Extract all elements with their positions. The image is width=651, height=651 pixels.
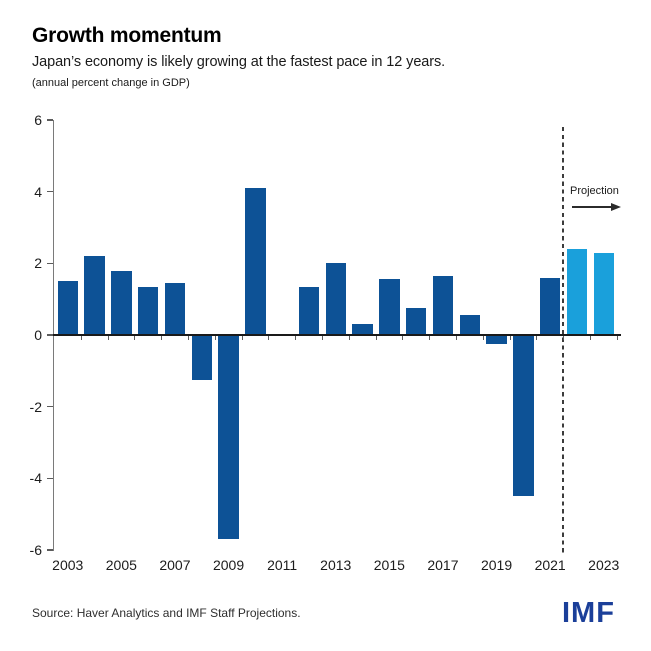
x-tick (536, 335, 538, 341)
bar-2020 (513, 335, 534, 497)
bar-2013 (325, 263, 346, 335)
chart-title: Growth momentum (32, 24, 222, 47)
arrow-shaft (572, 206, 612, 208)
x-tick-label-2009: 2009 (212, 557, 245, 573)
arrow-head (611, 202, 621, 211)
bar-2017 (432, 275, 454, 335)
y-tick (47, 119, 53, 121)
x-tick-label-2017: 2017 (427, 557, 459, 573)
projection-divider-line (562, 127, 564, 553)
bar-2006 (137, 286, 159, 335)
x-tick-label-2013: 2013 (320, 557, 352, 573)
y-tick (47, 477, 53, 479)
x-tick-label-2021: 2021 (534, 557, 566, 573)
x-tick (241, 335, 243, 341)
x-tick-label-2015: 2015 (373, 557, 405, 573)
y-tick (47, 406, 53, 408)
bar-2009 (218, 335, 239, 540)
x-tick-label-2019: 2019 (480, 557, 513, 573)
bar-2012 (298, 286, 320, 335)
bar-2022 (566, 249, 588, 335)
y-tick-label-4: 4 (34, 183, 42, 200)
y-tick-label-0: 0 (34, 327, 42, 343)
x-tick (375, 335, 377, 341)
x-tick-label-2023: 2023 (588, 557, 620, 573)
x-tick (429, 335, 431, 341)
imf-logo: IMF (562, 597, 615, 629)
x-tick (295, 335, 297, 341)
bar-2018 (459, 315, 480, 335)
bar-2016 (405, 308, 427, 335)
bar-2004 (84, 256, 105, 335)
bar-2007 (164, 283, 186, 335)
bar-2023 (593, 252, 614, 335)
bar-2014 (352, 324, 373, 335)
x-tick-label-2011: 2011 (267, 557, 298, 573)
x-tick (616, 335, 618, 341)
bar-2008 (191, 335, 212, 380)
y-tick (47, 262, 53, 264)
x-tick (589, 335, 591, 341)
bar-2010 (245, 188, 266, 335)
bar-2005 (111, 270, 132, 335)
source-note: Source: Haver Analytics and IMF Staff Pr… (32, 606, 301, 620)
projection-label: Projection (570, 185, 619, 197)
y-tick (47, 191, 53, 193)
x-tick (268, 335, 270, 341)
chart-subtitle: Japan’s economy is likely growing at the… (32, 54, 446, 70)
y-tick-label--4: -4 (29, 470, 42, 487)
zero-line (52, 334, 621, 336)
y-tick (47, 334, 53, 336)
x-tick (161, 335, 163, 341)
x-tick (455, 335, 457, 341)
y-tick-label--2: -2 (29, 398, 42, 415)
x-tick (509, 335, 511, 341)
y-tick-label-2: 2 (34, 255, 42, 272)
y-tick-label-6: 6 (34, 112, 42, 128)
bar-2015 (379, 279, 400, 335)
bar-2003 (57, 281, 78, 335)
bar-2019 (486, 335, 507, 344)
y-tick-label--6: -6 (29, 541, 42, 558)
x-tick (563, 335, 565, 341)
x-tick-label-2007: 2007 (159, 557, 191, 573)
x-tick (348, 335, 350, 341)
x-tick (187, 335, 189, 341)
x-tick-label-2005: 2005 (105, 557, 137, 573)
x-tick (134, 335, 136, 341)
chart-unit-note: (annual percent change in GDP) (32, 77, 190, 89)
bar-2021 (539, 277, 561, 335)
x-tick (402, 335, 404, 341)
x-tick (80, 335, 82, 341)
x-tick (321, 335, 323, 341)
y-tick (47, 549, 53, 551)
x-tick-label-2003: 2003 (52, 557, 84, 573)
x-tick (482, 335, 484, 341)
x-tick (214, 335, 216, 341)
x-tick (107, 335, 109, 341)
